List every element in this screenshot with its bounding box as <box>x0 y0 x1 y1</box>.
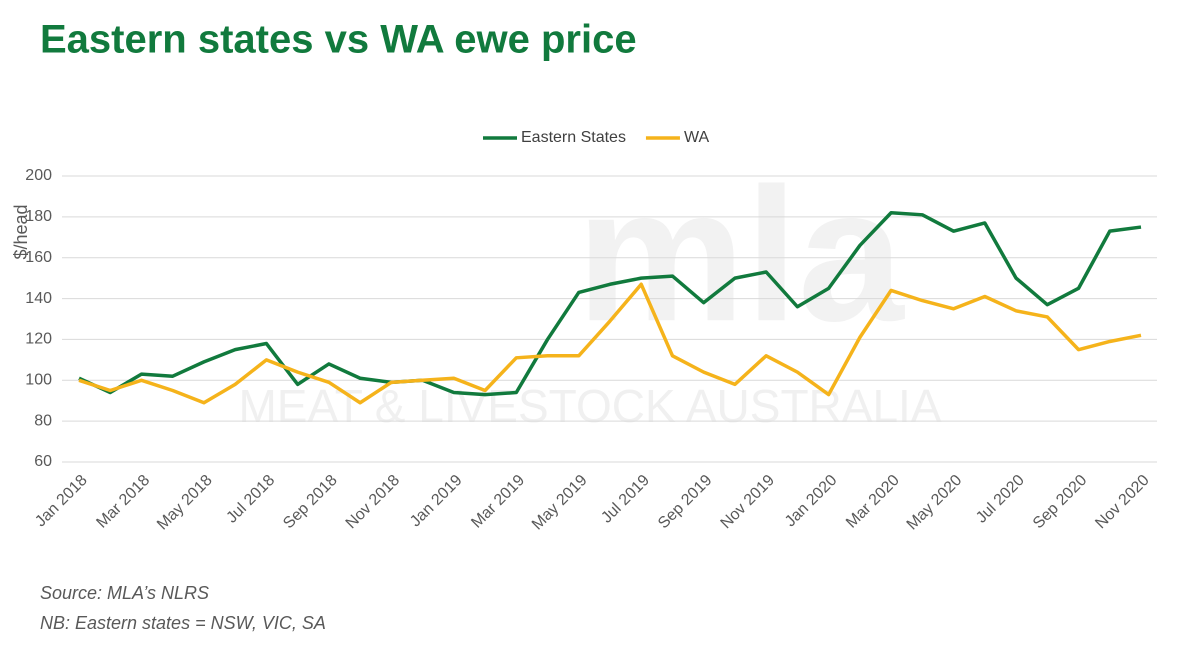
x-tick-label: Sep 2019 <box>655 472 716 533</box>
y-tick-label: 100 <box>25 372 52 389</box>
y-tick-label: 160 <box>25 249 52 266</box>
x-tick-label: Jan 2018 <box>32 472 91 531</box>
x-tick-label: Sep 2020 <box>1030 472 1091 533</box>
x-tick-label: May 2020 <box>904 472 966 534</box>
chart-title: Eastern states vs WA ewe price <box>40 18 637 62</box>
x-tick-label: Nov 2019 <box>718 472 779 533</box>
watermark-logo: mla <box>576 149 905 361</box>
y-tick-label: 80 <box>34 412 52 429</box>
x-tick-label: Mar 2019 <box>468 472 528 532</box>
x-tick-label: Sep 2018 <box>280 472 341 533</box>
note: Source: MLA’s NLRS <box>40 583 209 603</box>
x-tick-label: Jul 2018 <box>223 472 278 527</box>
y-tick-label: 180 <box>25 208 52 225</box>
x-tick-label: Jul 2019 <box>598 472 653 527</box>
x-tick-label: Nov 2018 <box>343 472 404 533</box>
y-tick-label: 140 <box>25 290 52 307</box>
x-tick-label: Jan 2020 <box>782 472 841 531</box>
x-tick-label: Mar 2018 <box>93 472 153 532</box>
x-tick-label: Jul 2020 <box>973 472 1028 527</box>
x-tick-label: Jan 2019 <box>407 472 466 531</box>
series-line <box>78 282 1142 405</box>
watermark-text: MEAT & LIVESTOCK AUSTRALIA <box>238 380 941 432</box>
x-tick-label: May 2018 <box>154 472 216 534</box>
x-tick-label: Nov 2020 <box>1092 472 1153 533</box>
x-tick-label: May 2019 <box>529 472 591 534</box>
y-tick-label: 120 <box>25 331 52 348</box>
legend-label: WA <box>684 129 710 146</box>
note: NB: Eastern states = NSW, VIC, SA <box>40 613 326 633</box>
x-tick-label: Mar 2020 <box>843 472 903 532</box>
y-tick-label: 60 <box>34 453 52 470</box>
y-tick-label: 200 <box>25 167 52 184</box>
series-line <box>78 211 1142 397</box>
y-axis-label: $/head <box>11 204 31 259</box>
legend-label: Eastern States <box>521 129 626 146</box>
